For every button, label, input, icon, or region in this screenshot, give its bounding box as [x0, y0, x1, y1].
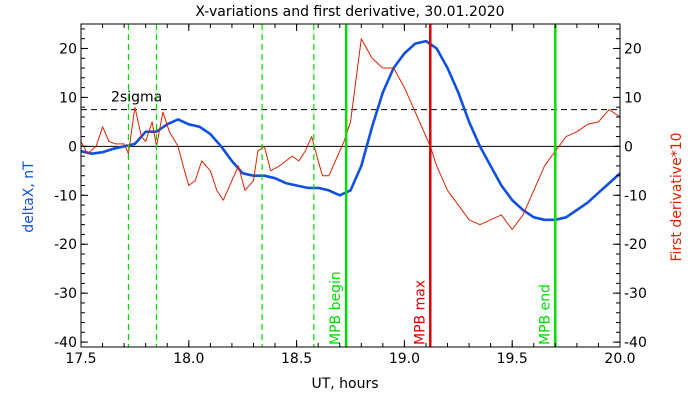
- series-line-0: [80, 39, 621, 222]
- y-tick-label-right-0: 20: [624, 41, 642, 57]
- y-tick-label-left-4: -20: [54, 237, 77, 253]
- y-tick-label-right-6: -40: [624, 335, 647, 351]
- y-tick-label-left-5: -30: [54, 286, 77, 302]
- y-tick-label-left-2: 0: [68, 139, 77, 155]
- y-tick-label-right-4: -20: [624, 237, 647, 253]
- y-tick-label-left-0: 20: [59, 41, 77, 57]
- x-tick-label-3: 19.0: [389, 351, 420, 367]
- y-tick-label-left-6: -40: [54, 335, 77, 351]
- x-tick-label-1: 18.0: [173, 351, 204, 367]
- x-tick-label-5: 20.0: [604, 351, 635, 367]
- y-tick-label-right-5: -30: [624, 286, 647, 302]
- y-axis-label-left: deltaX, nT: [21, 161, 37, 233]
- y-tick-label-right-2: 0: [624, 139, 633, 155]
- y-axis-label-right: First derivative*10: [669, 132, 685, 261]
- x-tick-label-2: 18.5: [281, 351, 312, 367]
- event-label-5: MPB max: [412, 280, 428, 345]
- event-label-6: MPB end: [537, 284, 553, 345]
- y-tick-label-right-3: -10: [624, 188, 647, 204]
- chart-title: X-variations and first derivative, 30.01…: [195, 4, 504, 20]
- y-tick-label-right-1: 10: [624, 90, 642, 106]
- y-tick-label-left-1: 10: [59, 90, 77, 106]
- x-tick-label-4: 19.5: [497, 351, 528, 367]
- event-label-4: MPB begin: [328, 271, 344, 345]
- y-tick-label-left-3: -10: [54, 188, 77, 204]
- x-axis-label: UT, hours: [311, 376, 378, 392]
- series-line-1: [80, 38, 621, 230]
- x-tick-label-0: 17.5: [65, 351, 96, 367]
- threshold-label: 2sigma: [111, 90, 162, 106]
